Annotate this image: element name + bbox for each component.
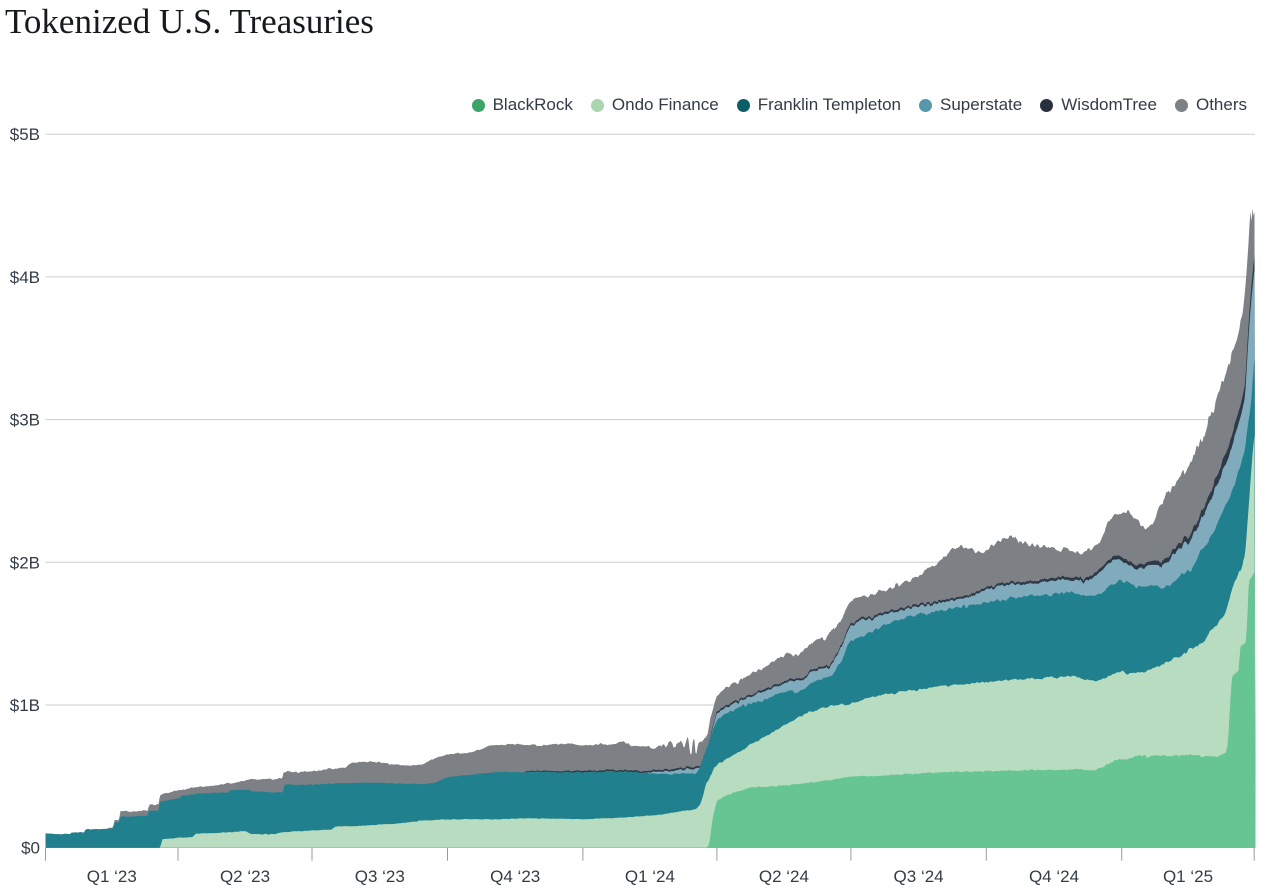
svg-text:$4B: $4B [10,268,40,287]
svg-text:Q2 ‘24: Q2 ‘24 [759,867,809,886]
svg-text:Q4 ‘24: Q4 ‘24 [1029,867,1079,886]
svg-text:$1B: $1B [10,696,40,715]
svg-text:$2B: $2B [10,553,40,572]
svg-text:Q4 ‘23: Q4 ‘23 [490,867,540,886]
svg-text:$5B: $5B [10,125,40,144]
svg-text:Q3 ‘23: Q3 ‘23 [355,867,405,886]
svg-text:Q2 ‘23: Q2 ‘23 [220,867,270,886]
svg-text:Q1 ‘24: Q1 ‘24 [625,867,675,886]
svg-text:$0: $0 [21,839,40,858]
svg-text:Q1 ‘25: Q1 ‘25 [1163,867,1213,886]
svg-text:Q3 ‘24: Q3 ‘24 [894,867,944,886]
svg-text:$3B: $3B [10,411,40,430]
svg-text:Q1 ‘23: Q1 ‘23 [87,867,137,886]
